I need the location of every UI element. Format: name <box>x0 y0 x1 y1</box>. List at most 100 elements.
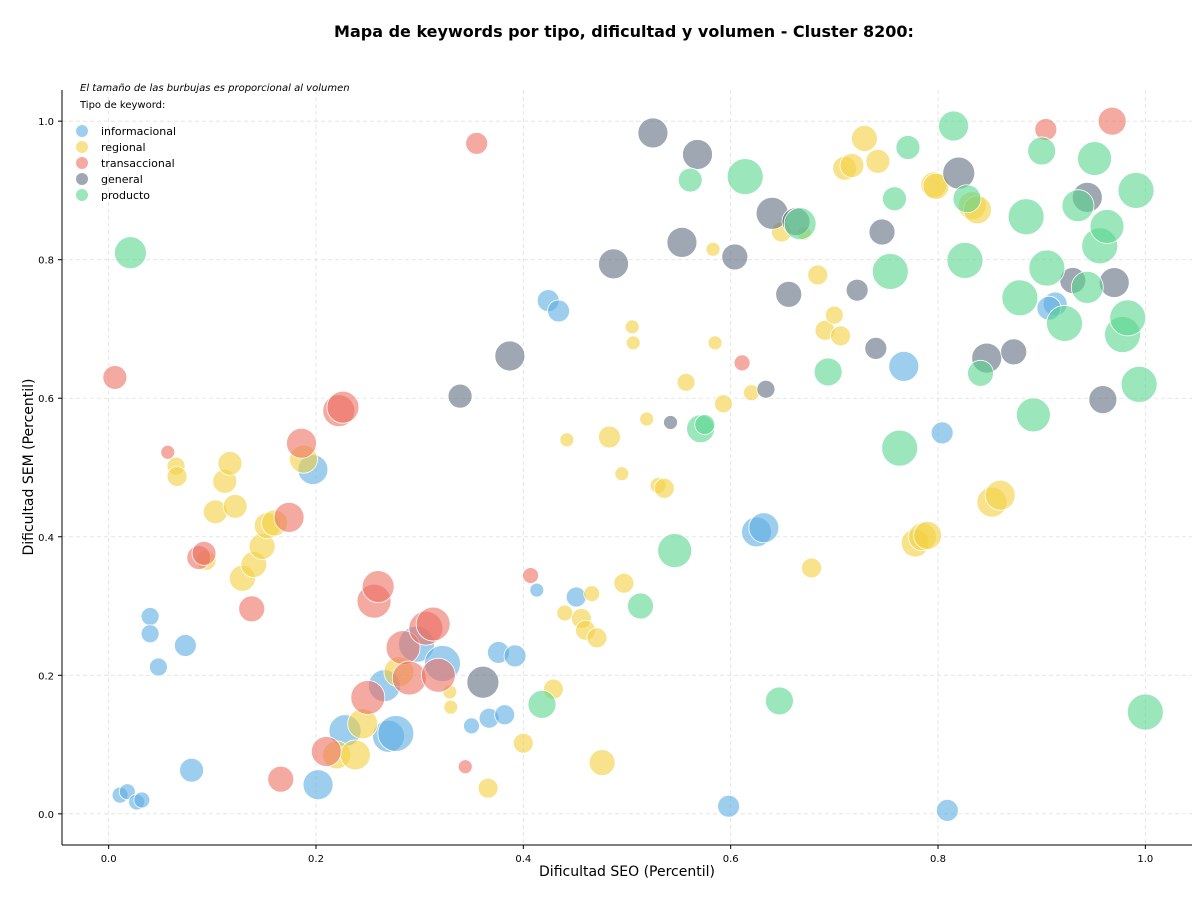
legend-marker-informacional <box>76 125 88 137</box>
legend-marker-transaccional <box>76 157 88 169</box>
bubble-regional <box>624 319 640 335</box>
bubble-informacional <box>140 607 160 626</box>
bubble-producto <box>657 533 693 569</box>
bubble-regional <box>707 335 723 351</box>
bubble-regional <box>443 699 459 715</box>
bubble-regional <box>613 572 635 594</box>
x-tick-label: 0.6 <box>723 854 739 865</box>
legend-marker-general <box>76 173 88 185</box>
ticks: 0.0 0.2 0.4 0.6 0.8 1.0 0.0 0.2 0.4 0.6 0.8 1.0 <box>38 117 1153 865</box>
bubble-general <box>1088 385 1118 415</box>
bubble-producto <box>677 167 703 193</box>
bubble-regional <box>625 335 641 351</box>
bubble-producto <box>952 184 982 214</box>
bubble-producto <box>726 158 764 195</box>
bubble-producto <box>1077 141 1112 176</box>
bubble-producto <box>967 359 994 387</box>
bubble-producto <box>627 592 654 620</box>
bubble-regional <box>217 450 243 476</box>
bubble-transaccional <box>326 390 360 424</box>
bubble-transaccional <box>286 427 317 459</box>
bubble-transaccional <box>191 540 217 566</box>
bubble-regional <box>922 172 950 200</box>
bubble-informacional <box>377 715 415 752</box>
bubble-producto <box>946 241 984 279</box>
bubble-producto <box>895 135 921 160</box>
x-tick-label: 0.8 <box>930 854 946 865</box>
legend: El tamaño de las burbujas es proporciona… <box>76 83 350 202</box>
y-tick-label: 0.8 <box>38 256 54 267</box>
legend-label-general: general <box>101 173 143 186</box>
bubble-informacional <box>140 624 160 644</box>
bubble-regional <box>583 585 601 602</box>
bubble-regional <box>839 153 865 178</box>
y-tick-label: 0.6 <box>38 394 54 405</box>
y-axis-label: Dificultad SEM (Percentil) <box>21 379 37 556</box>
bubble-producto <box>783 207 817 241</box>
bubble-regional <box>559 432 575 448</box>
bubble-informacional <box>133 791 151 809</box>
bubble-general <box>447 383 473 409</box>
bubble-regional <box>597 425 621 449</box>
bubble-regional <box>639 411 655 427</box>
bubble-regional <box>166 466 188 487</box>
bubble-producto <box>1117 172 1155 209</box>
bubble-general <box>775 280 803 308</box>
bubble-producto <box>938 110 969 142</box>
bubble-producto <box>1120 365 1158 403</box>
bubble-informacional <box>494 704 516 726</box>
legend-marker-producto <box>76 189 88 201</box>
bubble-producto <box>1015 397 1051 433</box>
legend-label-regional: regional <box>101 141 146 154</box>
bubble-transaccional <box>350 680 386 715</box>
x-axis-label: Dificultad SEO (Percentil) <box>539 864 715 880</box>
bubble-producto <box>1007 198 1045 236</box>
bubbles <box>102 106 1164 822</box>
bubble-informacional <box>173 634 197 657</box>
bubble-regional <box>339 739 371 771</box>
legend-title: Tipo de keyword: <box>79 100 165 111</box>
bubble-producto <box>871 253 909 290</box>
bubble-informacional <box>503 644 527 668</box>
bubble-producto <box>1089 209 1125 244</box>
bubble-regional <box>614 466 630 482</box>
bubble-producto <box>1001 279 1039 317</box>
bubble-producto <box>764 686 794 716</box>
bubble-informacional <box>717 794 740 818</box>
bubble-regional <box>556 604 574 622</box>
x-tick-label: 0.4 <box>515 854 531 865</box>
bubble-regional <box>477 777 499 799</box>
bubble-general <box>1000 338 1028 366</box>
bubble-general <box>682 139 713 170</box>
bubble-producto <box>527 689 557 719</box>
bubble-regional <box>714 394 733 414</box>
bubble-informacional <box>935 798 959 822</box>
bubble-general <box>598 248 629 280</box>
bubble-informacional <box>930 421 954 445</box>
bubble-producto <box>1046 305 1083 342</box>
bubble-producto <box>1109 299 1147 337</box>
legend-label-informacional: informacional <box>101 125 176 138</box>
legend-marker-regional <box>76 141 88 153</box>
bubble-informacional <box>149 657 168 677</box>
bubble-transaccional <box>267 765 295 793</box>
bubble-general <box>494 340 526 372</box>
bubble-transaccional <box>465 131 489 155</box>
bubble-producto <box>882 186 907 212</box>
y-tick-label: 0.4 <box>38 533 54 544</box>
x-tick-label: 0.0 <box>101 854 117 865</box>
legend-label-transaccional: transaccional <box>101 157 175 170</box>
bubble-transaccional <box>310 736 342 767</box>
bubble-transaccional <box>102 365 128 390</box>
bubble-transaccional <box>1097 106 1127 136</box>
bubble-producto <box>1126 693 1164 731</box>
bubble-informacional <box>888 350 920 382</box>
x-tick-label: 0.2 <box>308 854 324 865</box>
bubble-producto <box>114 236 147 270</box>
bubble-general <box>666 226 698 258</box>
axes <box>61 90 1192 846</box>
bubble-transaccional <box>522 567 539 584</box>
bubble-regional <box>705 241 721 257</box>
bubble-general <box>721 243 749 271</box>
